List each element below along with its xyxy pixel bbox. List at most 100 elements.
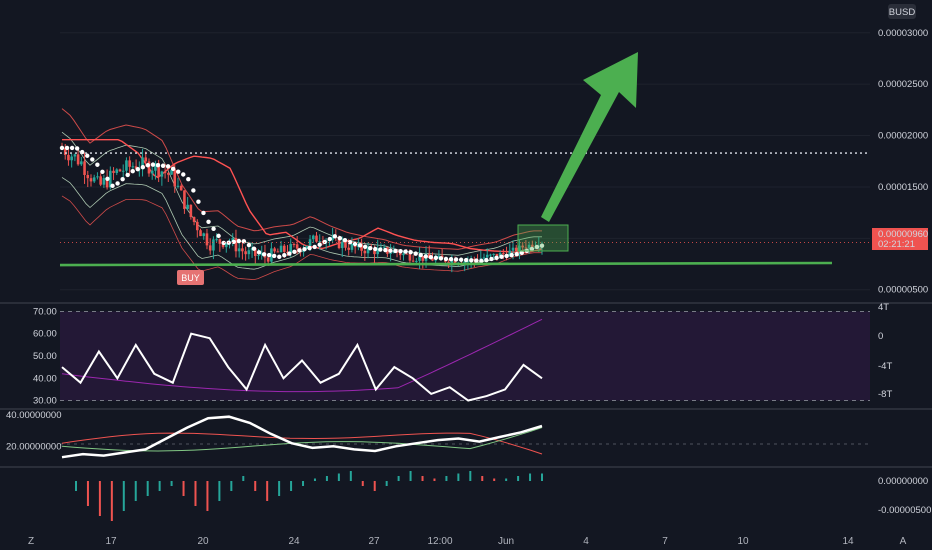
corner-right-label[interactable]: A: [900, 536, 907, 547]
candle-body: [205, 233, 209, 246]
candle-body: [498, 253, 502, 257]
candle-body: [167, 173, 170, 175]
histogram-bar: [182, 481, 185, 496]
candle-body: [131, 166, 135, 168]
price-tick-label: 0.00002000: [878, 131, 928, 142]
candle-body: [276, 251, 280, 253]
rsi-right-tick-label: -8T: [878, 389, 892, 400]
candle-body: [366, 247, 370, 254]
time-tick-label: Jun: [498, 536, 514, 547]
candle-body: [99, 176, 102, 185]
ma-dot: [443, 256, 449, 262]
oscillator-tick-label: 20.00000000: [6, 441, 61, 452]
candle-body: [109, 170, 112, 188]
candle-body: [150, 170, 154, 174]
histogram-bar: [481, 476, 484, 481]
histogram-bar: [373, 481, 376, 491]
ma-dot: [388, 248, 393, 253]
buy-signal: BUY: [177, 270, 204, 285]
candle-body: [170, 169, 173, 175]
ma-dot: [160, 163, 166, 168]
lower-band-inner: [61, 177, 542, 270]
histogram-bar: [541, 473, 543, 481]
histogram-bar: [146, 481, 149, 496]
candle-body: [382, 247, 386, 249]
histogram-bar: [517, 476, 520, 481]
ma-dot: [110, 183, 115, 189]
ma-dot: [150, 162, 156, 167]
ma-dot: [186, 177, 191, 182]
upper-band-inner: [61, 131, 542, 256]
rsi-tick-label: 30.00: [33, 396, 57, 407]
up-arrow: [541, 52, 638, 222]
candle-body: [292, 244, 296, 246]
candle-body: [447, 261, 450, 264]
candle-countdown: 02:21:21: [878, 239, 915, 250]
histogram-bar: [254, 481, 257, 491]
candle-body: [308, 239, 312, 246]
rsi-pane: 70.00 60.00 50.00 40.00 30.00 4T 0 -4T -8T: [33, 302, 892, 407]
ma-dot: [277, 254, 282, 259]
oscillator-red-line: [61, 432, 543, 455]
ma-dot: [494, 255, 499, 261]
time-tick-label: 24: [288, 536, 300, 547]
candle-body: [189, 204, 193, 218]
candle-body: [157, 163, 160, 177]
ma-dot: [362, 244, 368, 249]
ma-dot: [211, 226, 216, 232]
ma-dot: [95, 162, 100, 167]
ma-dot: [368, 245, 373, 251]
ma-dot: [403, 249, 408, 254]
rsi-right-tick-label: 0: [878, 331, 883, 342]
candle-body: [431, 258, 434, 261]
corner-left-label[interactable]: Z: [28, 536, 34, 547]
ma-dot: [433, 255, 439, 261]
ma-dot: [145, 163, 151, 168]
histogram-bar: [230, 481, 233, 491]
ma-dot: [484, 257, 489, 263]
ma-dot: [519, 250, 524, 256]
ma-dot: [155, 162, 161, 168]
histogram-bar: [134, 481, 137, 501]
histogram-bar: [385, 481, 388, 486]
ma-dot: [292, 249, 297, 255]
ma-dot: [474, 258, 479, 263]
ma-dot: [165, 164, 171, 169]
ma-dot: [347, 239, 353, 245]
ma-dot: [337, 236, 343, 241]
ma-dot: [140, 165, 146, 170]
histogram-bar: [158, 481, 161, 491]
candle-body: [337, 237, 341, 249]
time-tick-label: 12:00: [427, 536, 452, 547]
candle-body: [96, 176, 99, 178]
candle-body: [279, 245, 283, 253]
candle-body: [524, 247, 528, 249]
candle-body: [502, 253, 505, 255]
rsi-band: [60, 311, 870, 401]
rsi-tick-label: 60.00: [33, 329, 57, 340]
histogram-bar: [86, 481, 89, 506]
ma-dot: [100, 169, 105, 174]
ma-dot: [504, 253, 509, 259]
candle-body: [202, 233, 206, 237]
candle-body: [128, 160, 131, 167]
candle-body: [437, 255, 441, 259]
candle-body: [485, 254, 489, 258]
candle-body: [183, 190, 186, 209]
candle-body: [125, 160, 128, 171]
support-line: [59, 261, 833, 267]
candle-body: [373, 249, 376, 255]
candle-body: [253, 248, 257, 256]
rsi-line: [61, 332, 543, 402]
candle-body: [102, 178, 106, 185]
histogram-bar: [421, 476, 424, 481]
ma-dot: [221, 240, 226, 246]
ma-dot: [105, 176, 110, 182]
candle-body: [305, 245, 309, 249]
candle-body: [186, 204, 189, 209]
price-tick-label: 0.00001500: [878, 182, 928, 193]
candle-body: [224, 243, 228, 248]
candle-body: [482, 257, 486, 259]
candle-body: [492, 253, 495, 255]
